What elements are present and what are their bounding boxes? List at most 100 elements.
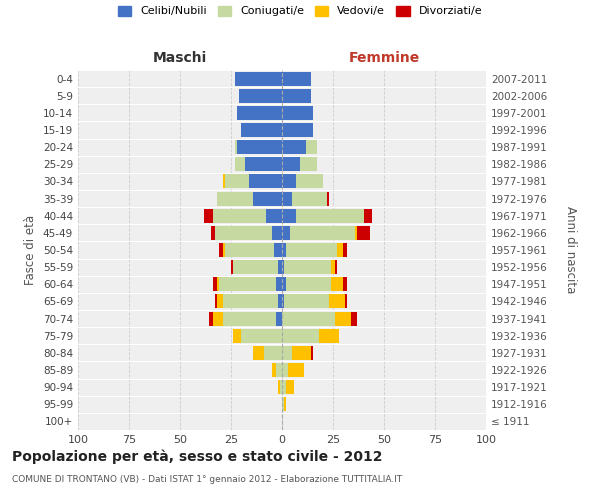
- Bar: [278, 380, 280, 394]
- Bar: [311, 346, 313, 360]
- Bar: [282, 72, 311, 86]
- Bar: [223, 243, 225, 257]
- Bar: [282, 328, 319, 342]
- Bar: [241, 123, 282, 137]
- Bar: [282, 192, 292, 205]
- Y-axis label: Anni di nascita: Anni di nascita: [564, 206, 577, 294]
- Bar: [286, 380, 294, 394]
- Bar: [263, 346, 282, 360]
- Bar: [212, 312, 223, 326]
- Bar: [225, 174, 250, 188]
- Bar: [282, 380, 286, 394]
- Bar: [282, 243, 286, 257]
- Bar: [331, 278, 343, 291]
- Bar: [282, 278, 286, 291]
- Bar: [239, 88, 282, 102]
- Bar: [335, 312, 352, 326]
- Bar: [266, 208, 282, 222]
- Bar: [282, 158, 301, 172]
- Text: Popolazione per età, sesso e stato civile - 2012: Popolazione per età, sesso e stato civil…: [12, 450, 383, 464]
- Bar: [282, 208, 296, 222]
- Bar: [345, 294, 347, 308]
- Bar: [253, 192, 282, 205]
- Bar: [301, 158, 317, 172]
- Bar: [209, 312, 212, 326]
- Bar: [276, 278, 282, 291]
- Bar: [231, 260, 233, 274]
- Bar: [284, 294, 329, 308]
- Text: Femmine: Femmine: [349, 51, 419, 65]
- Bar: [223, 312, 276, 326]
- Bar: [352, 312, 358, 326]
- Bar: [284, 260, 331, 274]
- Bar: [245, 158, 282, 172]
- Bar: [211, 226, 215, 240]
- Bar: [276, 312, 282, 326]
- Bar: [290, 226, 355, 240]
- Bar: [217, 192, 253, 205]
- Bar: [250, 174, 282, 188]
- Bar: [235, 72, 282, 86]
- Bar: [223, 174, 225, 188]
- Bar: [233, 328, 241, 342]
- Bar: [217, 278, 219, 291]
- Bar: [286, 243, 337, 257]
- Bar: [212, 208, 266, 222]
- Bar: [205, 208, 212, 222]
- Bar: [355, 226, 358, 240]
- Bar: [282, 312, 335, 326]
- Bar: [282, 88, 311, 102]
- Bar: [274, 243, 282, 257]
- Bar: [292, 346, 311, 360]
- Bar: [219, 243, 223, 257]
- Bar: [282, 346, 292, 360]
- Legend: Celibi/Nubili, Coniugati/e, Vedovi/e, Divorziati/e: Celibi/Nubili, Coniugati/e, Vedovi/e, Di…: [118, 6, 482, 16]
- Bar: [272, 226, 282, 240]
- Bar: [217, 294, 223, 308]
- Bar: [296, 208, 364, 222]
- Bar: [282, 260, 284, 274]
- Text: COMUNE DI TRONTANO (VB) - Dati ISTAT 1° gennaio 2012 - Elaborazione TUTTITALIA.I: COMUNE DI TRONTANO (VB) - Dati ISTAT 1° …: [12, 475, 402, 484]
- Bar: [358, 226, 370, 240]
- Bar: [233, 260, 278, 274]
- Bar: [343, 278, 347, 291]
- Bar: [319, 328, 339, 342]
- Bar: [278, 294, 282, 308]
- Bar: [286, 278, 331, 291]
- Bar: [307, 140, 317, 154]
- Bar: [343, 243, 347, 257]
- Bar: [223, 294, 278, 308]
- Bar: [282, 140, 307, 154]
- Bar: [235, 140, 237, 154]
- Y-axis label: Fasce di età: Fasce di età: [25, 215, 37, 285]
- Bar: [235, 158, 245, 172]
- Bar: [284, 398, 286, 411]
- Bar: [219, 278, 276, 291]
- Bar: [241, 328, 282, 342]
- Bar: [280, 380, 282, 394]
- Bar: [253, 346, 263, 360]
- Bar: [225, 243, 274, 257]
- Bar: [272, 363, 276, 377]
- Bar: [327, 192, 329, 205]
- Bar: [288, 363, 304, 377]
- Bar: [282, 294, 284, 308]
- Bar: [276, 363, 282, 377]
- Text: Maschi: Maschi: [153, 51, 207, 65]
- Bar: [282, 123, 313, 137]
- Bar: [212, 278, 217, 291]
- Bar: [282, 174, 296, 188]
- Bar: [282, 363, 288, 377]
- Bar: [215, 226, 272, 240]
- Bar: [364, 208, 372, 222]
- Bar: [337, 243, 343, 257]
- Bar: [292, 192, 327, 205]
- Bar: [237, 106, 282, 120]
- Bar: [282, 226, 290, 240]
- Bar: [296, 174, 323, 188]
- Bar: [282, 106, 313, 120]
- Bar: [282, 398, 284, 411]
- Bar: [329, 294, 345, 308]
- Bar: [278, 260, 282, 274]
- Bar: [237, 140, 282, 154]
